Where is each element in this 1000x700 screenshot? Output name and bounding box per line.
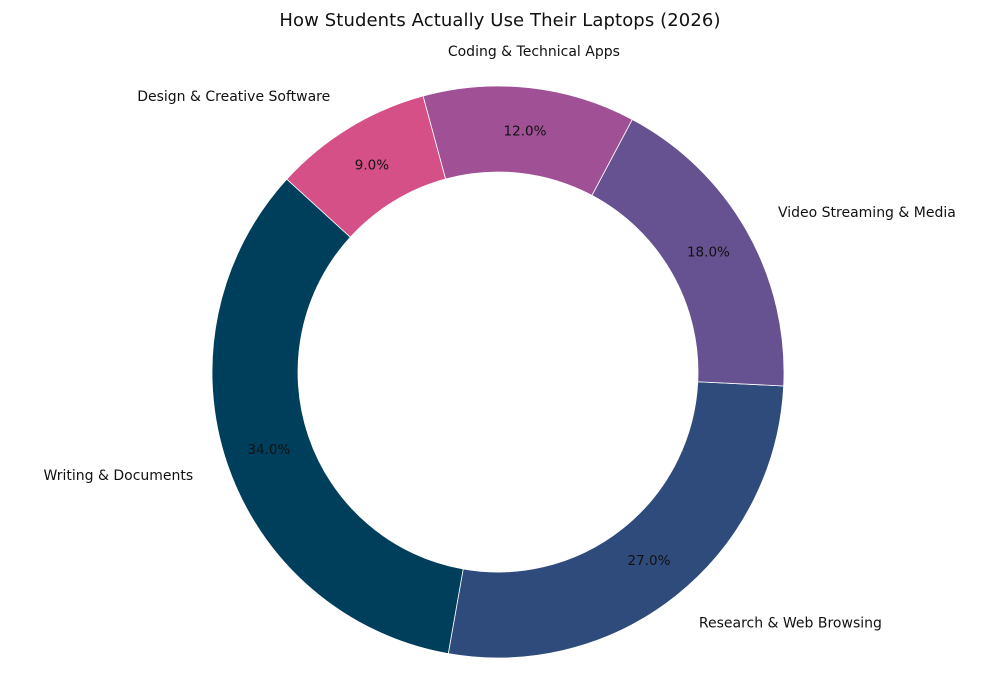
category-label-research-web-browsing: Research & Web Browsing [699,616,882,632]
donut-slice-coding-technical-apps [422,85,633,196]
category-label-writing-documents: Writing & Documents [44,468,194,484]
percent-label-writing-documents: 34.0% [247,442,290,458]
slice-group [211,85,785,659]
percent-label-design-creative-software: 9.0% [355,157,389,173]
percent-label-group: 34.0% 27.0% 18.0% 12.0% 9.0% [247,124,730,570]
category-label-design-creative-software: Design & Creative Software [137,89,330,105]
donut-slice-design-creative-software [286,95,447,238]
category-label-coding-technical-apps: Coding & Technical Apps [448,44,620,60]
donut-slice-research-web-browsing [447,381,785,659]
percent-label-video-streaming-media: 18.0% [687,244,730,260]
percent-label-coding-technical-apps: 12.0% [504,124,547,140]
category-label-video-streaming-media: Video Streaming & Media [778,205,956,221]
percent-label-research-web-browsing: 27.0% [628,553,671,569]
chart-title: How Students Actually Use Their Laptops … [279,10,721,31]
category-label-group: Writing & Documents Research & Web Browsi… [44,44,956,632]
donut-slice-writing-documents [211,178,464,655]
